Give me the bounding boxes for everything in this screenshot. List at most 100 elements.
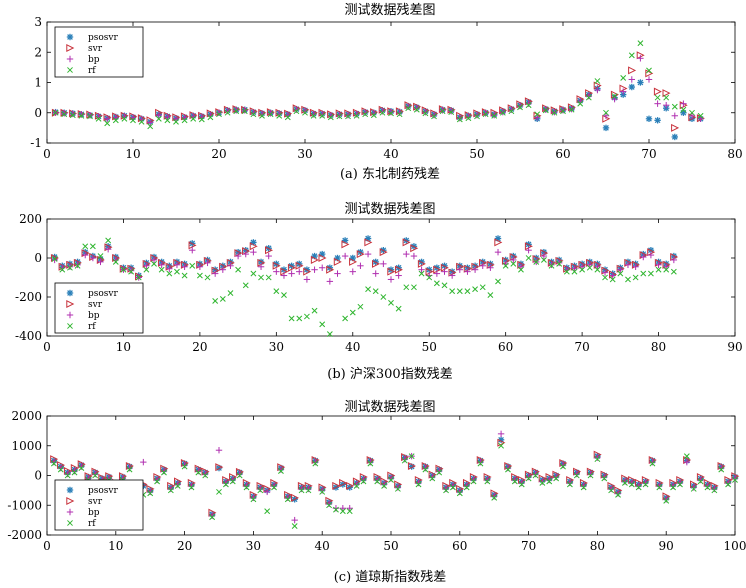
bp-point (326, 278, 334, 285)
bp-point (601, 269, 609, 276)
bp-point (487, 264, 494, 271)
rf-point (403, 284, 410, 291)
chart-a-points (51, 40, 705, 141)
x-tick-label: 80 (590, 539, 605, 553)
bp-point (66, 263, 74, 270)
bp-point (548, 261, 555, 269)
rf-point (499, 109, 506, 116)
rf-point (126, 466, 133, 473)
rf-point (57, 466, 64, 473)
rf-point (525, 475, 532, 482)
rf-point (525, 102, 532, 109)
bp-point (647, 251, 655, 259)
series-psosvr (52, 79, 704, 141)
rf-point (401, 457, 408, 464)
psosvr-point (602, 124, 610, 132)
svr-point (339, 478, 348, 487)
y-tick-label: 3 (34, 15, 42, 29)
rf-point (219, 296, 226, 302)
svr-point (497, 438, 506, 447)
bp-point (637, 55, 644, 62)
rf-point (112, 117, 119, 124)
rf-point (472, 286, 479, 293)
rf-point (608, 487, 615, 494)
series-rf (51, 237, 677, 337)
rf-point (566, 481, 573, 488)
rf-point (342, 315, 349, 322)
rf-point (236, 472, 243, 479)
x-tick-label: 0 (43, 340, 51, 354)
rf-point (319, 321, 326, 328)
rf-point (542, 107, 549, 114)
svr-point (215, 463, 224, 472)
bp-point (617, 266, 624, 273)
rf-point (573, 472, 580, 479)
svr-point (290, 493, 299, 502)
y-tick-label: 2 (34, 45, 42, 59)
bp-point (448, 272, 456, 279)
bp-point (670, 256, 678, 264)
x-tick-label: 50 (469, 147, 484, 161)
rf-point (147, 490, 154, 497)
rf-point (551, 109, 558, 116)
rf-point (585, 94, 592, 101)
rf-point (265, 274, 272, 281)
chart-b-title: 测试数据残差图 (344, 202, 435, 217)
rf-point (408, 453, 415, 460)
rf-point (456, 288, 463, 295)
series-svr (51, 51, 705, 132)
bp-point (86, 111, 94, 119)
rf-point (654, 94, 661, 101)
rf-point (50, 460, 57, 467)
rf-point (663, 94, 670, 101)
legend-a-psosvr: psosvr (88, 33, 119, 43)
rf-point (388, 477, 394, 483)
svr-point (272, 261, 281, 270)
rf-point (259, 112, 265, 119)
x-tick-label: 90 (727, 340, 742, 354)
rf-point (74, 262, 81, 269)
rf-point (327, 114, 334, 121)
bp-point (525, 247, 532, 254)
bp-point (555, 259, 563, 267)
rf-point (546, 478, 553, 485)
bp-point (334, 270, 341, 277)
bp-point (494, 248, 502, 256)
legend-marker-bp (66, 311, 74, 319)
x-tick-label: 40 (345, 340, 360, 354)
chart-a-title: 测试数据残差图 (344, 3, 435, 18)
bp-point (387, 108, 395, 116)
chart-panel-c: 0 10 20 30 40 50 60 70 80 90 100 -2000 -1000 0 1000 200… (7, 400, 746, 585)
rf-point (560, 463, 566, 470)
rf-point (732, 477, 738, 483)
svr-point (287, 263, 296, 272)
rf-point (82, 243, 89, 250)
rf-point (284, 114, 291, 121)
svr-point (264, 246, 274, 255)
bp-point (155, 111, 162, 119)
bp-point (602, 112, 610, 119)
bp-point (196, 263, 204, 270)
bp-point (534, 114, 541, 121)
rf-point (405, 105, 412, 112)
rf-point (155, 115, 162, 122)
x-tick-label: 70 (521, 539, 536, 553)
bp-point (104, 115, 111, 122)
chart-c-axes: 0 10 20 30 40 50 60 70 80 90 100 -2000 -1000 0 1000 200… (7, 409, 746, 553)
rf-point (61, 111, 68, 118)
bp-point (150, 256, 158, 264)
rf-point (611, 93, 618, 100)
bp-point (654, 100, 661, 107)
x-tick-label: 10 (116, 340, 131, 354)
bp-point (319, 264, 326, 271)
rf-point (465, 115, 472, 122)
rf-point (212, 297, 219, 304)
rf-point (518, 266, 524, 273)
bp-point (387, 276, 395, 283)
legend-a-svr: svr (88, 44, 103, 54)
bp-point (265, 252, 272, 260)
rf-point (484, 478, 491, 485)
rf-point (216, 488, 222, 495)
bp-point (291, 516, 298, 524)
legend-b-bp: bp (88, 311, 100, 321)
